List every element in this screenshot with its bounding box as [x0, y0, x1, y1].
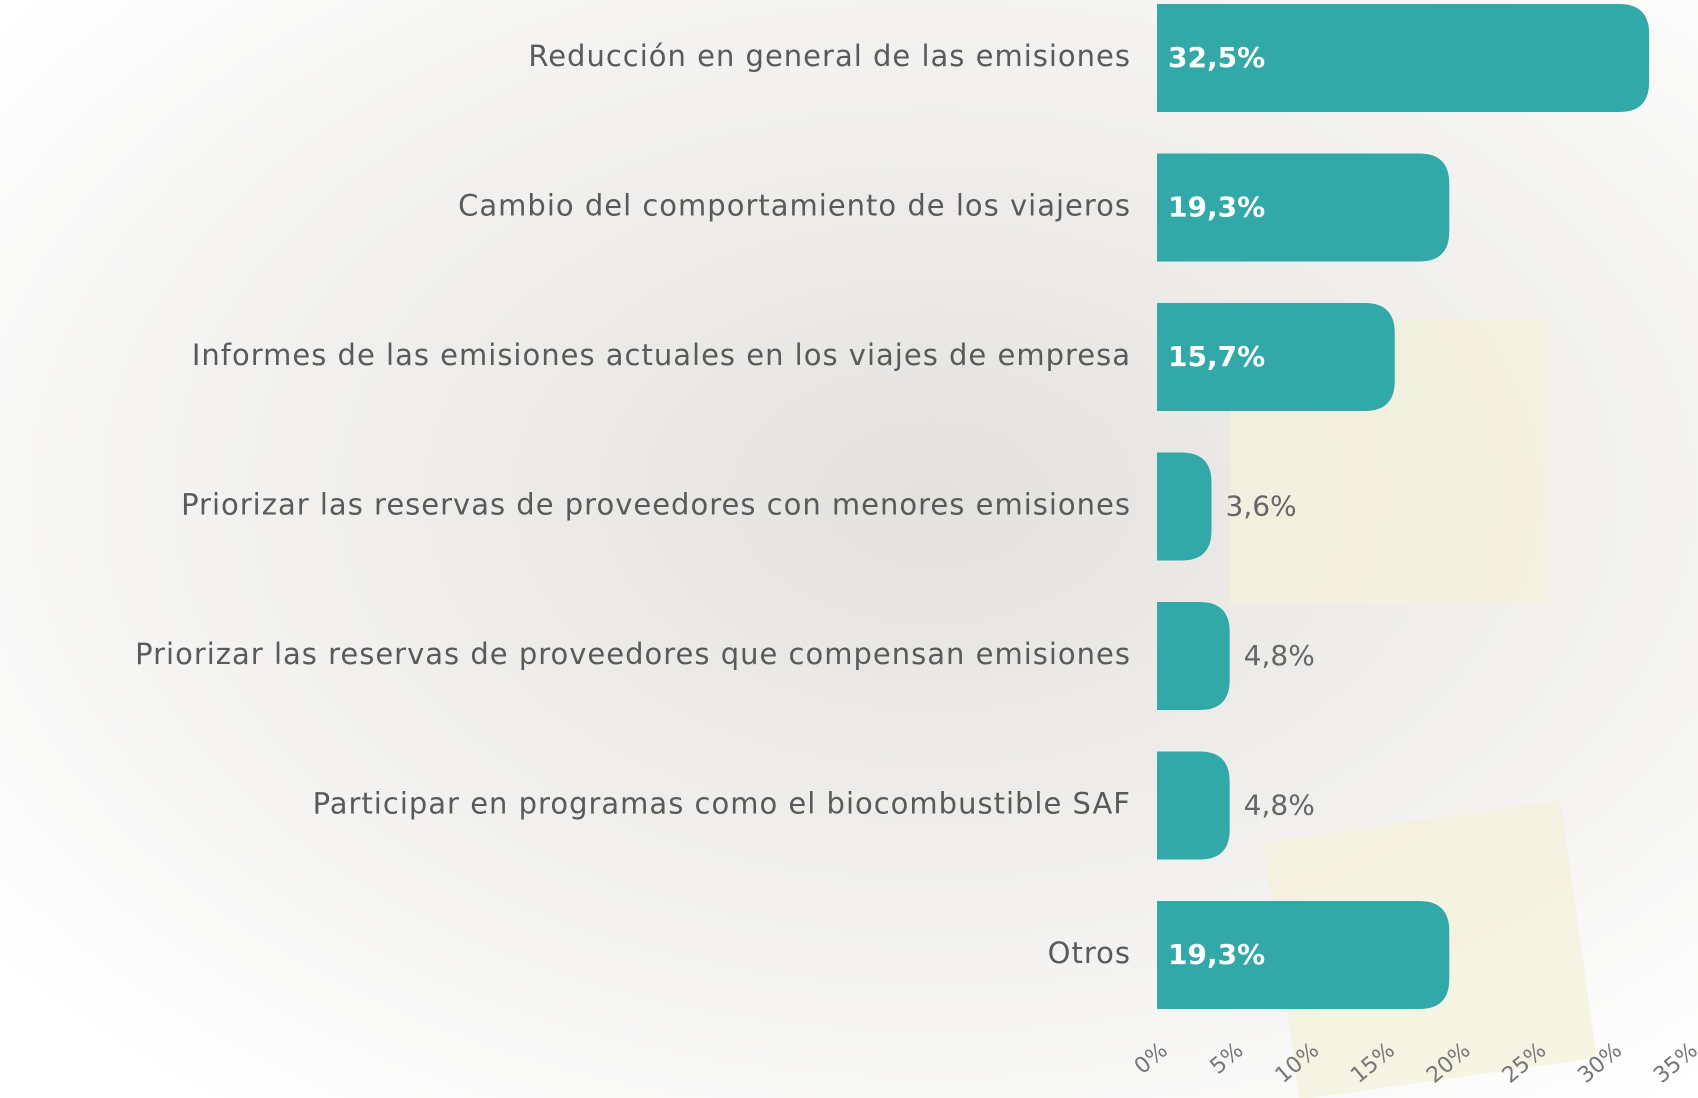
category-label: Cambio del comportamiento de los viajero… — [458, 189, 1131, 223]
bar — [1157, 752, 1230, 860]
bar — [1157, 602, 1230, 710]
category-label: Otros — [1048, 936, 1131, 970]
value-label: 32,5% — [1168, 41, 1265, 74]
value-label: 15,7% — [1168, 340, 1265, 373]
category-label: Participar en programas como el biocombu… — [313, 787, 1131, 821]
page: {"chart_data": {"type": "barh", "categor… — [0, 0, 1698, 1098]
category-label: Informes de las emisiones actuales en lo… — [192, 338, 1131, 372]
category-label: Priorizar las reservas de proveedores qu… — [135, 637, 1131, 671]
category-label: Priorizar las reservas de proveedores co… — [181, 488, 1131, 522]
value-label: 4,8% — [1244, 639, 1315, 672]
value-label: 4,8% — [1244, 789, 1315, 822]
category-label: Reducción en general de las emisiones — [528, 39, 1131, 73]
value-label: 19,3% — [1168, 938, 1265, 971]
chart: 0%5%10%15%20%25%30%35%Reducción en gener… — [0, 0, 1698, 1098]
bar — [1157, 453, 1212, 561]
value-label: 19,3% — [1168, 191, 1265, 224]
value-label: 3,6% — [1226, 490, 1297, 523]
